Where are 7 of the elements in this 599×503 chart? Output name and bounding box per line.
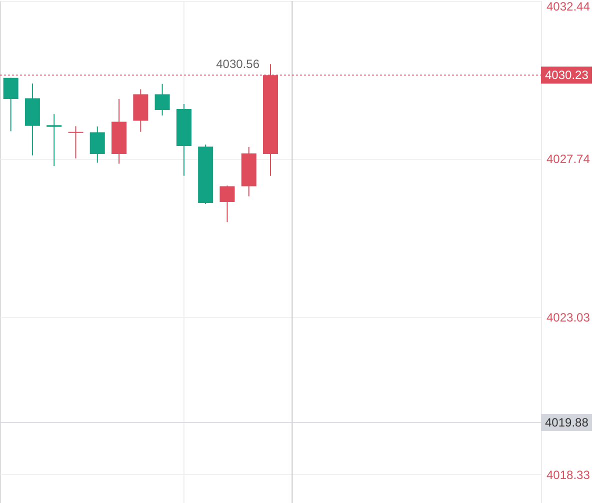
ref-line-label: 4030.23 xyxy=(545,68,589,82)
y-tick-label: 4032.44 xyxy=(546,0,590,14)
ref-line-label: 4019.88 xyxy=(545,415,589,430)
annotation: 4030.56 xyxy=(216,57,260,72)
y-tick-label: 4027.74 xyxy=(546,152,590,166)
y-tick-label: 4023.03 xyxy=(546,310,590,324)
y-tick-label: 4018.33 xyxy=(546,468,590,482)
